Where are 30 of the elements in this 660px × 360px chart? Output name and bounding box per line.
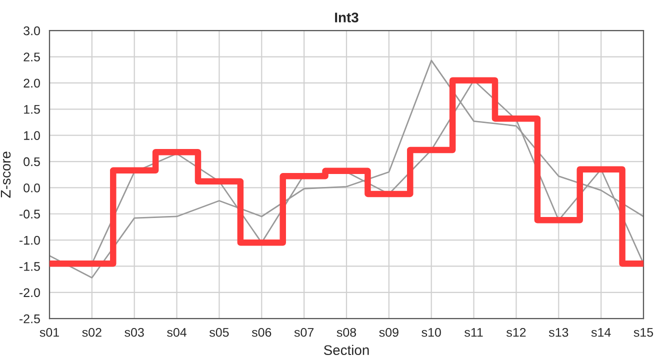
x-tick-label: s01 xyxy=(40,328,59,337)
y-tick-label: -2.0 xyxy=(19,288,40,298)
x-axis-title: Section xyxy=(324,344,369,356)
y-tick-label: 2.5 xyxy=(24,52,40,62)
x-tick-label: s10 xyxy=(422,328,441,337)
x-tick-label: s08 xyxy=(336,328,356,337)
y-tick-label: 3.0 xyxy=(24,26,40,36)
x-tick-label: s03 xyxy=(124,328,144,337)
x-tick-label: s11 xyxy=(464,328,483,337)
x-tick-label: s14 xyxy=(591,328,611,337)
x-tick-label: s13 xyxy=(548,328,568,337)
y-tick-label: 2.0 xyxy=(24,78,40,88)
y-tick-label: 1.0 xyxy=(24,131,40,140)
y-tick-label: 0.5 xyxy=(24,157,40,166)
y-tick-label: 0.0 xyxy=(24,183,40,192)
x-tick-label: s12 xyxy=(506,328,526,337)
x-tick-label: s04 xyxy=(167,328,186,337)
y-tick-label: -2.5 xyxy=(19,314,40,324)
y-tick-label: 1.5 xyxy=(24,105,40,114)
chart-title: Int3 xyxy=(335,12,358,22)
x-tick-label: s15 xyxy=(634,328,654,337)
x-tick-label: s07 xyxy=(294,328,314,337)
y-axis-title: Z-score xyxy=(0,152,11,198)
x-tick-label: s02 xyxy=(82,328,102,337)
y-tick-label: -1.0 xyxy=(19,236,40,245)
x-tick-label: s06 xyxy=(252,328,272,337)
x-tick-label: s09 xyxy=(379,328,398,337)
y-tick-label: -1.5 xyxy=(19,262,40,271)
y-tick-label: -0.5 xyxy=(19,210,40,219)
x-tick-label: s05 xyxy=(209,328,229,337)
